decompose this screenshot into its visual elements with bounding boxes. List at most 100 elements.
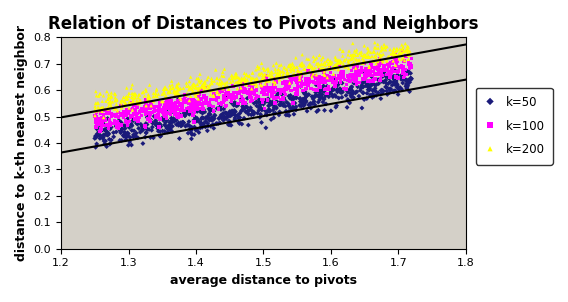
- k=50: [115, 138, 124, 143]
- k=100: [172, 104, 181, 109]
- k=200: [285, 64, 294, 69]
- k=200: [403, 51, 412, 56]
- k=200: [289, 73, 298, 78]
- k=200: [203, 87, 212, 92]
- k=200: [351, 66, 360, 70]
- k=50: [261, 112, 270, 117]
- k=200: [333, 58, 343, 63]
- k=100: [91, 120, 101, 124]
- k=100: [296, 84, 306, 89]
- k=100: [391, 57, 400, 62]
- k=200: [145, 96, 154, 101]
- k=200: [185, 98, 194, 103]
- k=200: [278, 74, 287, 79]
- k=100: [120, 111, 130, 116]
- k=200: [135, 97, 144, 102]
- k=100: [291, 77, 300, 82]
- k=200: [298, 64, 307, 69]
- k=200: [127, 94, 136, 99]
- k=100: [339, 86, 348, 91]
- k=200: [104, 95, 113, 100]
- k=100: [293, 92, 302, 96]
- k=50: [374, 81, 383, 86]
- k=200: [151, 91, 160, 96]
- k=50: [152, 123, 161, 128]
- k=100: [278, 95, 287, 100]
- k=50: [308, 96, 318, 101]
- k=100: [114, 110, 123, 115]
- k=100: [365, 72, 374, 76]
- k=50: [240, 116, 249, 120]
- k=50: [332, 88, 341, 92]
- k=200: [274, 67, 283, 72]
- k=200: [275, 77, 284, 82]
- k=50: [389, 79, 398, 84]
- k=50: [257, 108, 266, 112]
- k=200: [376, 53, 385, 57]
- k=200: [218, 73, 227, 78]
- k=100: [175, 102, 184, 107]
- k=100: [290, 75, 299, 80]
- k=100: [239, 86, 248, 91]
- k=50: [185, 112, 194, 117]
- k=200: [189, 85, 198, 89]
- k=200: [140, 94, 149, 98]
- k=100: [185, 98, 194, 102]
- k=200: [310, 69, 319, 73]
- k=50: [114, 118, 123, 123]
- k=50: [123, 130, 132, 135]
- k=50: [374, 90, 383, 95]
- k=100: [324, 74, 333, 79]
- k=100: [280, 90, 289, 95]
- k=100: [189, 101, 198, 106]
- k=200: [128, 99, 137, 104]
- k=50: [241, 101, 250, 106]
- k=50: [271, 111, 280, 115]
- k=100: [162, 98, 171, 103]
- k=100: [332, 80, 341, 85]
- k=200: [325, 66, 335, 71]
- k=100: [137, 113, 146, 118]
- k=200: [377, 53, 386, 58]
- k=200: [274, 63, 283, 68]
- k=100: [227, 97, 236, 101]
- k=100: [165, 101, 174, 106]
- k=100: [237, 94, 246, 99]
- k=50: [270, 105, 279, 110]
- k=200: [102, 89, 111, 94]
- k=100: [229, 90, 239, 95]
- k=50: [357, 106, 366, 111]
- k=100: [186, 107, 195, 112]
- k=200: [352, 61, 361, 66]
- k=200: [325, 58, 335, 63]
- k=50: [398, 81, 407, 85]
- k=200: [320, 67, 329, 72]
- k=50: [305, 101, 314, 106]
- k=50: [115, 128, 124, 133]
- k=50: [324, 94, 333, 99]
- k=200: [144, 92, 153, 97]
- k=200: [247, 86, 256, 91]
- k=200: [386, 47, 395, 52]
- k=200: [160, 91, 169, 95]
- k=200: [331, 55, 340, 59]
- k=200: [309, 54, 318, 59]
- k=200: [135, 101, 144, 105]
- k=100: [229, 95, 239, 100]
- k=100: [376, 59, 385, 64]
- k=100: [95, 116, 105, 121]
- k=200: [190, 83, 199, 88]
- k=100: [127, 114, 136, 118]
- k=100: [375, 56, 384, 61]
- k=200: [317, 62, 326, 66]
- k=100: [260, 85, 269, 90]
- k=50: [119, 133, 128, 138]
- k=50: [168, 116, 177, 121]
- k=200: [130, 91, 139, 96]
- k=200: [375, 57, 384, 62]
- k=200: [133, 99, 142, 104]
- k=100: [156, 102, 165, 107]
- k=100: [391, 53, 400, 58]
- k=100: [375, 78, 385, 83]
- k=50: [136, 130, 145, 135]
